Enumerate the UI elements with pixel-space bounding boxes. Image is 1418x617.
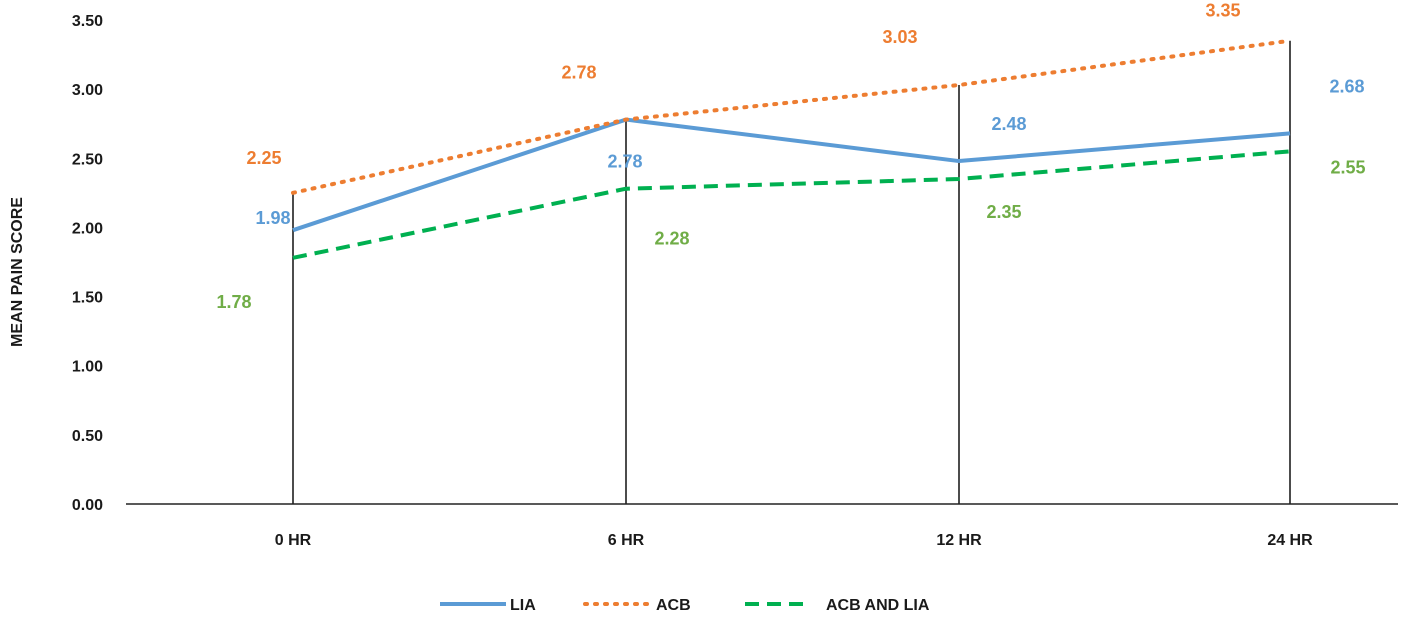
y-tick-label: 1.50 (72, 290, 103, 307)
data-label: 1.98 (255, 208, 290, 228)
y-axis-title: MEAN PAIN SCORE (9, 197, 26, 347)
legend-label: LIA (510, 597, 536, 614)
data-label: 2.55 (1330, 157, 1365, 177)
y-tick-label: 2.00 (72, 220, 103, 237)
data-label: 2.28 (654, 229, 689, 249)
x-tick-label: 0 HR (275, 532, 312, 549)
x-tick-label: 12 HR (936, 532, 982, 549)
series-line-acb-and-lia (292, 149, 1291, 260)
data-labels: 1.98 2.78 2.48 2.68 2.25 2.78 3.03 3.35 1.78 2.28… (216, 1, 1365, 312)
series-lines (291, 38, 1292, 260)
series-line-lia (292, 117, 1291, 233)
data-label: 3.03 (882, 27, 917, 47)
data-label: 1.78 (216, 292, 251, 312)
drop-lines (292, 40, 1291, 504)
data-label: 2.48 (991, 114, 1026, 134)
y-tick-label: 3.00 (72, 82, 103, 99)
y-tick-label: 1.00 (72, 359, 103, 376)
legend-label: ACB (656, 597, 691, 614)
x-tick-label: 6 HR (608, 532, 645, 549)
data-label: 2.78 (607, 152, 642, 172)
data-label: 2.78 (561, 63, 596, 83)
data-label: 3.35 (1205, 1, 1240, 21)
series-line-acb (291, 38, 1292, 195)
y-tick-label: 0.00 (72, 497, 103, 514)
data-label: 2.25 (246, 148, 281, 168)
x-axis-ticks: 0 HR 6 HR 12 HR 24 HR (275, 532, 1313, 549)
y-tick-label: 3.50 (72, 13, 103, 30)
legend-label: ACB AND LIA (826, 597, 930, 614)
data-label: 2.68 (1329, 76, 1364, 96)
y-axis-ticks: 0.00 0.50 1.00 1.50 2.00 2.50 3.00 3.50 (72, 13, 103, 514)
data-label: 2.35 (986, 202, 1021, 222)
y-tick-label: 0.50 (72, 428, 103, 445)
y-tick-label: 2.50 (72, 151, 103, 168)
x-tick-label: 24 HR (1267, 532, 1313, 549)
legend: LIA ACB ACB AND LIA (440, 597, 930, 614)
